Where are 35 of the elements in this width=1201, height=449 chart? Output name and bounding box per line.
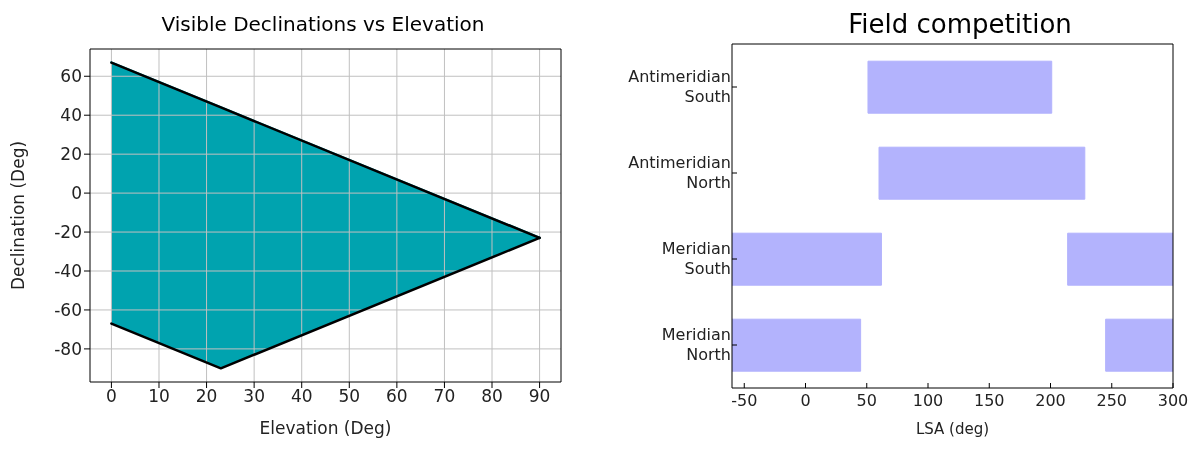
- x-tick-label: 0: [106, 386, 117, 407]
- x-tick-label: 150: [973, 391, 1005, 411]
- y-tick-label: -80: [54, 338, 82, 359]
- y-tick-label: 40: [60, 105, 82, 126]
- chart-title: Field competition: [847, 8, 1073, 40]
- x-tick-label: 90: [528, 386, 551, 407]
- x-tick-label: 50: [338, 386, 361, 407]
- y-tick-label: 0: [71, 183, 82, 204]
- x-tick-label: 30: [243, 386, 265, 407]
- x-tick-label: 50: [856, 391, 877, 411]
- y-tick-label: Antimeridian South: [628, 67, 731, 106]
- x-tick-label: 40: [290, 386, 313, 407]
- x-tick-label: 80: [481, 386, 503, 407]
- x-tick-label: 300: [1157, 391, 1189, 411]
- y-tick-label: -20: [54, 222, 82, 243]
- y-tick-label: -40: [54, 261, 82, 282]
- x-tick-label: 100: [912, 391, 944, 411]
- x-tick-label: -50: [731, 391, 758, 411]
- y-tick-label: Meridian North: [661, 325, 731, 364]
- x-axis-title: LSA (deg): [915, 420, 990, 438]
- chart-title: Visible Declinations vs Elevation: [160, 11, 486, 38]
- x-tick-label: 200: [1035, 391, 1066, 411]
- y-tick-label: -60: [54, 299, 82, 320]
- x-tick-label: 60: [386, 386, 408, 407]
- x-tick-label: 250: [1096, 391, 1128, 411]
- y-tick-label: 60: [60, 66, 82, 87]
- y-tick-label: 20: [60, 144, 82, 165]
- y-tick-label: Meridian South: [661, 239, 731, 278]
- x-tick-label: 20: [195, 386, 218, 407]
- x-tick-label: 0: [800, 391, 811, 411]
- x-axis-title: Elevation (Deg): [259, 418, 392, 438]
- x-tick-label: 10: [148, 386, 170, 407]
- x-tick-label: 70: [433, 386, 456, 407]
- y-tick-label: Antimeridian North: [628, 153, 731, 192]
- y-axis-title: Declination (Deg): [8, 140, 29, 291]
